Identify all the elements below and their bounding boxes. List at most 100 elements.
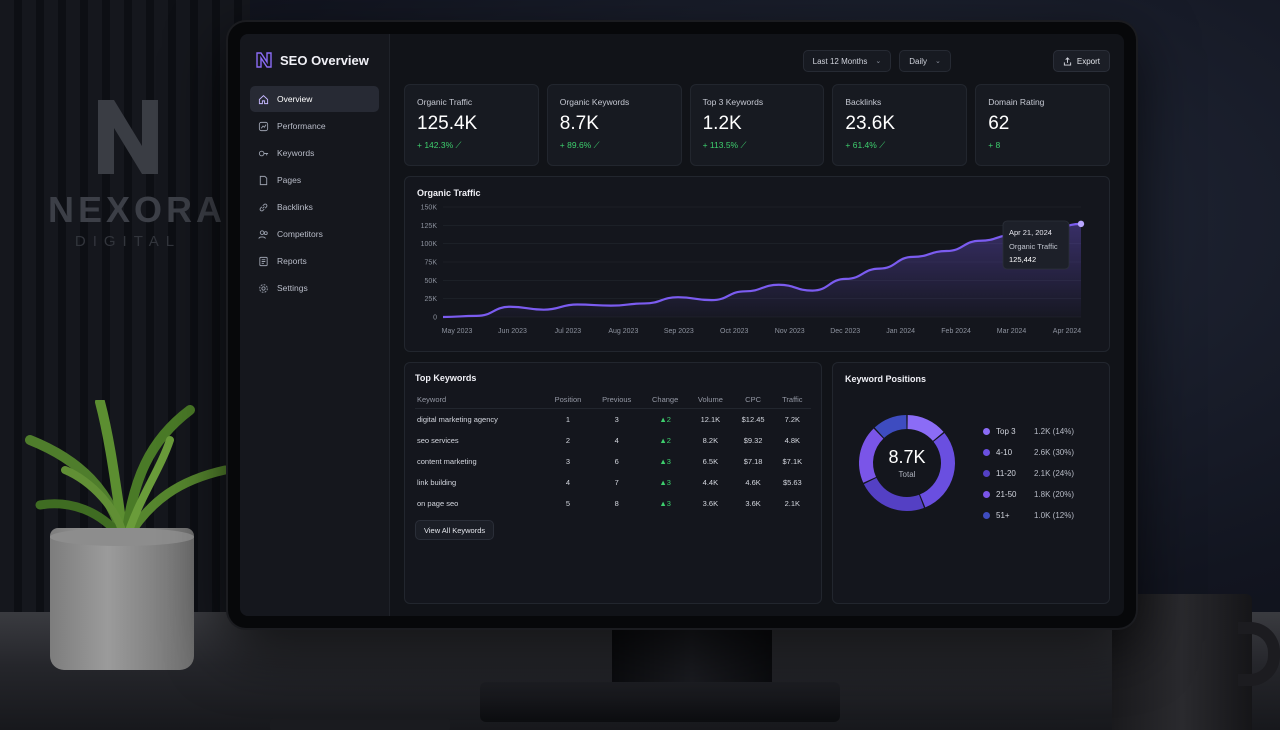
donut-segment[interactable] [859,428,884,483]
change-cell: ▲3 [659,456,671,466]
sidebar: SEO Overview Overview Performance Keywor… [240,34,390,616]
sidebar-item-backlinks[interactable]: Backlinks [250,194,379,220]
traffic-cell: $5.63 [782,477,802,487]
position-cell: 3 [565,456,571,466]
export-label: Export [1076,56,1100,66]
trend-up-icon: ⟋ [879,140,886,150]
x-tick-label: Nov 2023 [775,328,805,335]
x-tick-label: Sep 2023 [664,328,694,335]
kpi-row: Organic Traffic 125.4K + 142.3% ⟋ Organi… [404,84,1110,166]
y-tick-label: 0 [433,315,437,322]
table-row[interactable]: seo services 2 4 ▲2 8.2K $9.32 4.8K [415,430,811,451]
granularity-select[interactable]: Daily ⌄ [899,50,951,72]
volume-cell: 3.6K [702,498,719,508]
table-row[interactable]: content marketing 3 6 ▲3 6.5K $7.18 $7.1… [415,451,811,472]
y-tick-label: 100K [421,241,438,248]
column-header[interactable]: Keyword [415,391,545,409]
previous-cell: 8 [614,498,619,508]
donut-segment[interactable] [919,432,955,508]
kpi-change: + 8 [988,140,1001,150]
x-tick-label: Aug 2023 [608,328,638,335]
kpi-card-backlinks[interactable]: Backlinks 23.6K + 61.4% ⟋ [832,84,968,166]
traffic-cell: 4.8K [784,435,801,445]
sidebar-item-label: Performance [277,121,326,131]
kpi-label: Domain Rating [988,97,1045,107]
cpc-cell: 4.6K [745,477,761,487]
donut-center: 8.7K Total [847,403,967,523]
donut-segment[interactable] [863,477,924,511]
kpi-value: 1.2K [702,113,742,134]
sidebar-item-performance[interactable]: Performance [250,113,379,139]
x-tick-label: Jun 2023 [498,328,527,335]
kpi-change-value: + 61.4% [845,140,877,150]
legend-item[interactable]: Top 3 1.2K (14%) [983,421,1087,442]
kpi-card-organic-traffic[interactable]: Organic Traffic 125.4K + 142.3% ⟋ [404,84,539,166]
tooltip-value: 125,442 [1009,255,1036,264]
kpi-change-value: + 113.5% [702,140,739,150]
sidebar-item-reports[interactable]: Reports [250,248,379,274]
traffic-area [443,223,1081,317]
main-content: Last 12 Months ⌄ Daily ⌄ Export Organic … [390,34,1124,616]
organic-traffic-chart[interactable]: 0 25K 50K 75K 100K 125K 150K May 2023 Jun 2023 Ju… [405,177,1099,353]
column-header[interactable]: Previous [591,391,643,409]
kpi-card-domain-rating[interactable]: Domain Rating 62 + 8 [975,84,1110,166]
app-header: SEO Overview [250,50,379,86]
legend-item[interactable]: 51+ 1.0K (12%) [983,505,1087,526]
cpc-cell: 3.6K [745,498,761,508]
export-button[interactable]: Export [1052,50,1110,72]
donut-total-label: Total [898,470,916,479]
traffic-cell: $7.1K [782,456,803,466]
plant-pot-rim [50,528,194,546]
x-tick-label: Apr 2024 [1053,328,1082,335]
keyword-positions-donut[interactable]: 8.7K Total [847,403,967,523]
sidebar-item-settings[interactable]: Settings [250,275,379,301]
key-icon [258,150,269,156]
donut-segment[interactable] [907,415,944,441]
column-header[interactable]: Position [544,391,592,409]
date-range-select[interactable]: Last 12 Months ⌄ [802,50,892,72]
y-tick-label: 50K [425,278,438,285]
kpi-card-organic-keywords[interactable]: Organic Keywords 8.7K + 89.6% ⟋ [546,84,682,166]
link-icon [259,203,268,211]
traffic-cell: 2.1K [784,498,801,508]
legend-dot [983,428,990,435]
change-cell: ▲2 [659,414,671,424]
legend-dot [983,512,990,519]
column-header[interactable]: Volume [688,391,733,409]
sidebar-item-label: Backlinks [277,202,313,212]
sidebar-item-overview[interactable]: Overview [250,86,379,112]
view-all-keywords-button[interactable]: View All Keywords [415,519,495,540]
column-header[interactable]: Traffic [773,391,811,409]
users-icon [258,229,268,239]
column-header[interactable]: CPC [732,391,774,409]
y-tick-label: 125K [421,223,438,230]
sidebar-item-pages[interactable]: Pages [250,167,379,193]
keyword-positions-card: Keyword Positions 8.7K Total Top 3 1.2K … [832,362,1110,604]
sidebar-item-competitors[interactable]: Competitors [250,221,379,247]
chart-icon [258,121,269,131]
date-range-value: Last 12 Months [812,56,868,66]
table-row[interactable]: link building 4 7 ▲3 4.4K 4.6K $5.63 [415,472,811,493]
change-cell: ▲2 [659,435,671,445]
legend-item[interactable]: 21-50 1.8K (20%) [983,484,1087,505]
legend-value: 1.2K (14%) [1034,427,1075,436]
table-row[interactable]: on page seo 5 8 ▲3 3.6K 3.6K 2.1K [415,493,811,514]
column-header[interactable]: Change [642,391,689,409]
legend-item[interactable]: 11-20 2.1K (24%) [983,463,1087,484]
sidebar-item-keywords[interactable]: Keywords [250,140,379,166]
coffee-mug-handle [1238,622,1280,686]
x-tick-label: Jul 2023 [555,328,582,335]
kpi-card-top-3-keywords[interactable]: Top 3 Keywords 1.2K + 113.5% ⟋ [689,84,825,166]
legend-dot [983,449,990,456]
trend-up-icon: ⟋ [740,140,747,150]
chevron-down-icon: ⌄ [875,58,882,65]
gear-icon [259,283,268,293]
monitor: SEO Overview Overview Performance Keywor… [228,22,1136,628]
kpi-label: Backlinks [845,97,882,107]
traffic-cell: 7.2K [784,414,801,424]
sidebar-nav: Overview Performance Keywords Pages Back… [250,86,379,301]
donut-segment[interactable] [874,415,907,438]
table-row[interactable]: digital marketing agency 1 3 ▲2 12.1K $1… [415,409,811,430]
legend-item[interactable]: 4-10 2.6K (30%) [983,442,1087,463]
position-cell: 5 [565,498,571,508]
